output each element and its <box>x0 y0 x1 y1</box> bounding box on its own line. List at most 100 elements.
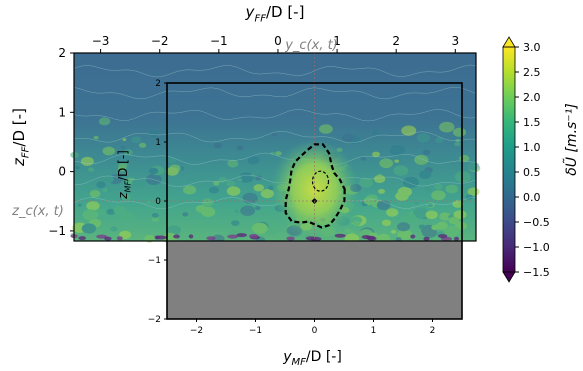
turbulence-patch <box>89 190 101 198</box>
turbulence-patch <box>445 184 458 194</box>
turbulence-patch <box>231 220 240 227</box>
turbulence-patch <box>270 151 276 156</box>
turbulence-patch <box>167 225 182 235</box>
turbulence-patch <box>390 145 405 156</box>
turbulence-patch <box>93 135 99 140</box>
turbulence-patch <box>319 124 333 134</box>
turbulence-patch <box>218 176 227 183</box>
ground-spot <box>188 234 194 239</box>
colorbar-tick-label: 1.0 <box>523 141 541 154</box>
turbulence-patch <box>379 158 394 169</box>
colorbar-gradient <box>503 47 515 272</box>
turbulence-patch <box>226 186 241 196</box>
turbulence-patch <box>419 170 432 179</box>
ground-spot <box>155 235 167 240</box>
turbulence-patch <box>104 147 110 151</box>
turbulence-patch <box>452 127 467 137</box>
turbulence-patch <box>107 188 113 193</box>
turbulence-patch <box>167 157 177 164</box>
contour-line <box>73 86 477 100</box>
turbulence-patch <box>236 145 244 151</box>
turbulence-patch <box>414 201 419 205</box>
contour-line <box>73 131 476 144</box>
ground-spot <box>104 236 112 241</box>
turbulence-patch <box>82 209 99 221</box>
turbulence-patch <box>208 186 219 194</box>
colorbar-label: δŨ [m.s⁻¹] <box>563 103 580 176</box>
turbulence-patch <box>242 192 258 204</box>
ground-spot <box>96 234 108 239</box>
turbulence-patch <box>453 210 467 220</box>
ff-y-tick-label: 2 <box>58 46 66 60</box>
turbulence-patch <box>413 207 429 219</box>
turbulence-patch <box>102 146 116 156</box>
turbulence-patch <box>359 177 374 188</box>
mf-y-tick-label: 2 <box>155 79 161 89</box>
turbulence-patch <box>119 230 132 240</box>
ground-spot <box>206 236 216 241</box>
ff-x-tick-label: −1 <box>210 34 228 48</box>
turbulence-patch <box>151 212 159 218</box>
ff-x-tick-label: 1 <box>333 34 341 48</box>
colorbar-tick-label: −1.0 <box>523 241 550 254</box>
turbulence-patch <box>139 142 147 148</box>
turbulence-patch <box>226 180 235 187</box>
mf-y-axis-label: zMF/D [-] <box>116 150 133 200</box>
turbulence-patch <box>183 185 197 195</box>
turbulence-patch <box>254 206 261 211</box>
turbulence-patch <box>238 178 243 182</box>
turbulence-patch <box>275 151 282 156</box>
turbulence-patch <box>182 212 189 217</box>
turbulence-patch <box>122 138 127 142</box>
colorbar-tick-label: 2.5 <box>523 66 541 79</box>
turbulence-patch <box>252 222 268 234</box>
ground-spot <box>334 233 346 238</box>
turbulence-patch <box>166 167 179 176</box>
turbulence-patch <box>401 125 417 136</box>
turbulence-patch <box>213 142 222 149</box>
ground-spot <box>173 234 180 239</box>
turbulence-patch <box>228 163 233 167</box>
mf-x-axis-label: yMF/D [-] <box>282 349 342 368</box>
turbulence-patch <box>435 137 444 144</box>
ground-spot <box>286 236 295 241</box>
turbulence-patch <box>232 173 242 180</box>
colorbar: 3.0 2.5 2.0 1.5 1.0 0.5 0.0 −0.5 −1.0 −1.5 δŨ [m.s… <box>502 36 580 283</box>
turbulence-patch <box>452 200 464 208</box>
turbulence-patch <box>439 121 455 133</box>
turbulence-patch <box>378 189 385 194</box>
ground-spot <box>423 236 430 241</box>
turbulence-patch <box>227 159 239 168</box>
contour-line <box>73 109 477 122</box>
ff-x-axis-label: yFF/D [-] <box>245 3 305 25</box>
turbulence-patch <box>271 132 277 137</box>
z-center-annotation: z_c(x, t) <box>11 204 64 219</box>
turbulence-patch <box>372 151 380 158</box>
contour-line <box>73 152 477 165</box>
ff-x-tick-label: 3 <box>451 34 459 48</box>
turbulence-patch <box>402 176 419 188</box>
turbulence-patch <box>102 188 109 192</box>
colorbar-tick-label: −1.5 <box>523 266 550 279</box>
turbulence-patch <box>418 224 426 230</box>
far-field-frame <box>73 52 477 242</box>
far-field-heatmap <box>70 53 481 244</box>
turbulence-patch <box>148 167 159 175</box>
turbulence-patch <box>394 159 400 163</box>
mid-field-panel <box>74 53 476 319</box>
turbulence-patch <box>395 191 409 201</box>
ff-x-tick-label: −2 <box>151 34 169 48</box>
turbulence-patch <box>117 165 127 172</box>
turbulence-patch <box>448 216 460 225</box>
turbulence-patch <box>213 181 220 186</box>
mf-y-tick-label: −1 <box>148 256 161 266</box>
turbulence-patch <box>96 181 106 189</box>
ground-spot <box>116 236 123 241</box>
turbulence-patch <box>395 237 402 242</box>
colorbar-tick-label: 3.0 <box>523 41 541 54</box>
turbulence-patch <box>422 149 431 155</box>
turbulence-patch <box>253 184 264 192</box>
turbulence-patch <box>425 210 438 220</box>
turbulence-patch <box>106 208 116 215</box>
